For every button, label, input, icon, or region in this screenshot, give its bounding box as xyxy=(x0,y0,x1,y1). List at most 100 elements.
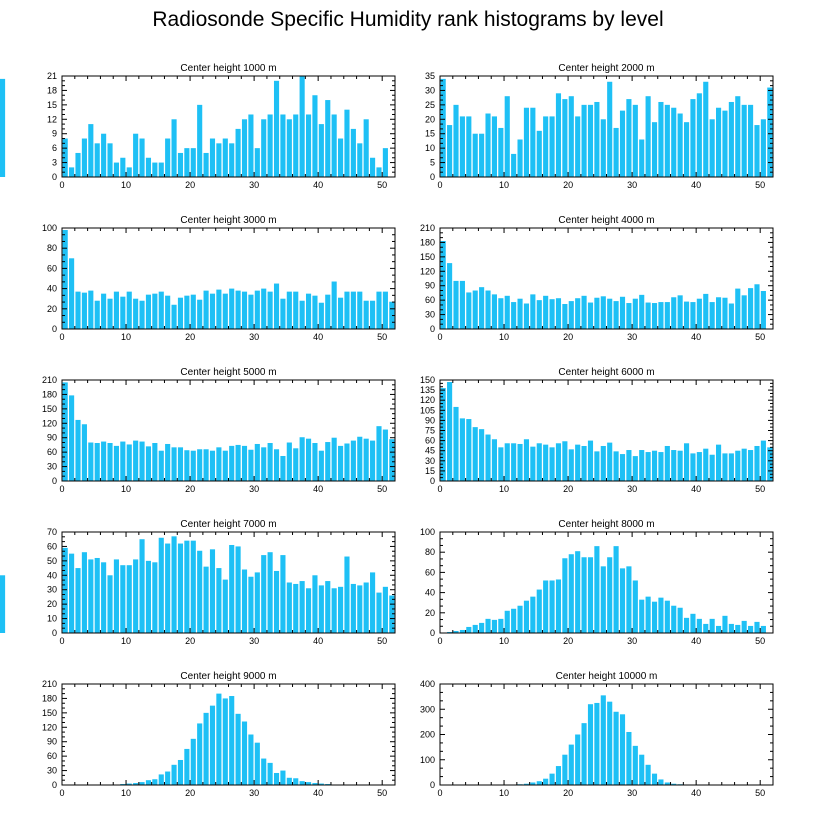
histogram-bar xyxy=(286,442,292,481)
x-tick-label: 20 xyxy=(185,636,195,646)
y-tick-label: 15 xyxy=(425,466,435,476)
histogram-bar xyxy=(229,143,235,177)
histogram-bar xyxy=(177,447,184,481)
y-tick-label: 100 xyxy=(420,755,435,765)
histogram-bar xyxy=(760,440,766,481)
histogram-bar xyxy=(254,443,260,481)
histogram-bar xyxy=(267,443,273,481)
histogram-bar xyxy=(632,104,638,177)
histogram-bar xyxy=(568,301,574,329)
histogram-bar xyxy=(331,114,337,177)
histogram-bar xyxy=(267,762,273,785)
histogram-bar xyxy=(273,449,280,481)
y-tick-label: 135 xyxy=(420,385,435,395)
histogram-bar xyxy=(261,288,267,329)
histogram-bar xyxy=(267,552,273,633)
y-tick-label: 50 xyxy=(47,556,57,566)
histogram-bar xyxy=(94,143,100,177)
histogram-panel-8: Center height 8000 m 0 10 20 30 40 50 0 20 40 60 80… xyxy=(420,519,774,646)
y-tick-label: 3 xyxy=(52,158,57,168)
x-tick-label: 30 xyxy=(249,788,259,798)
histogram-bar xyxy=(600,695,606,785)
x-tick-label: 40 xyxy=(313,180,323,190)
y-tick-label: 300 xyxy=(420,704,435,714)
histogram-bar xyxy=(203,566,209,633)
histogram-bar xyxy=(254,148,260,177)
histogram-bar xyxy=(235,290,241,329)
histogram-bar xyxy=(587,440,594,481)
histogram-bar xyxy=(273,570,280,633)
histogram-bar xyxy=(664,445,670,481)
histogram-bar xyxy=(126,783,132,785)
histogram-bar xyxy=(139,441,145,481)
histogram-bar xyxy=(619,110,626,177)
histogram-bar xyxy=(472,624,478,633)
x-tick-label: 30 xyxy=(627,484,637,494)
histogram-bar xyxy=(107,443,113,481)
histogram-bar xyxy=(235,128,241,177)
y-tick-label: 10 xyxy=(425,143,435,153)
histogram-bar xyxy=(703,81,709,177)
histogram-bar xyxy=(767,87,773,177)
histogram-bar xyxy=(619,714,626,785)
histogram-bar xyxy=(645,764,651,785)
histogram-bar xyxy=(536,589,542,633)
x-tick-label: 30 xyxy=(249,332,259,342)
histogram-panel-6: Center height 6000 m0 10 20 30 40 50015304560… xyxy=(420,367,774,494)
histogram-bar xyxy=(126,291,132,329)
histogram-bar xyxy=(273,772,280,785)
histogram-bar xyxy=(549,773,555,785)
histogram-bar xyxy=(716,444,722,481)
histogram-bar xyxy=(466,419,472,481)
histogram-bar xyxy=(171,304,177,329)
histogram-bar xyxy=(299,581,305,633)
y-tick-label: 80 xyxy=(47,243,57,253)
histogram-bar xyxy=(639,294,645,329)
histogram-bar xyxy=(75,291,81,329)
x-tick-label: 0 xyxy=(59,332,64,342)
histogram-bar xyxy=(735,288,741,329)
histogram-bar xyxy=(0,575,6,633)
histogram-bar xyxy=(709,302,715,329)
main-title: Radiosonde Specific Humidity rank histog… xyxy=(152,8,664,31)
histogram-bar xyxy=(197,550,203,633)
histogram-bar xyxy=(389,439,395,481)
histogram-bar xyxy=(338,445,344,481)
histogram-bar xyxy=(498,127,504,177)
histogram-bar xyxy=(632,580,638,633)
x-tick-label: 50 xyxy=(755,180,765,190)
histogram-bar xyxy=(651,601,658,633)
histogram-bar xyxy=(229,288,235,329)
histogram-bar xyxy=(485,290,491,329)
x-tick-label: 50 xyxy=(377,180,387,190)
histogram-bar xyxy=(555,93,562,177)
histogram-bar xyxy=(690,99,696,177)
histogram-bar xyxy=(203,712,209,785)
histogram-bar xyxy=(145,560,152,633)
histogram-bar xyxy=(216,143,222,177)
histogram-bar xyxy=(184,148,190,177)
histogram-bar xyxy=(305,782,312,785)
histogram-bar xyxy=(344,109,350,177)
x-tick-label: 0 xyxy=(59,636,64,646)
y-tick-label: 0 xyxy=(430,476,435,486)
histogram-bar xyxy=(145,446,152,481)
histogram-bar xyxy=(677,295,683,329)
histogram-bar xyxy=(581,295,587,329)
x-tick-label: 10 xyxy=(499,484,509,494)
histogram-bar xyxy=(152,562,158,633)
histogram-bar xyxy=(382,429,388,481)
histogram-bar xyxy=(248,734,254,785)
histogram-bar xyxy=(171,536,177,633)
y-tick-label: 20 xyxy=(425,114,435,124)
histogram-bar xyxy=(75,568,81,633)
histogram-bar xyxy=(709,454,715,481)
x-tick-label: 30 xyxy=(249,636,259,646)
histogram-bar xyxy=(504,610,510,633)
histogram-bar xyxy=(222,450,228,481)
histogram-panel-7: Center height 7000 m 0 10 20 30 40 50 0 10 20 30 40… xyxy=(0,519,396,646)
x-tick-label: 0 xyxy=(437,180,442,190)
histogram-bar xyxy=(280,770,286,785)
histogram-bar xyxy=(305,588,312,633)
histogram-bar xyxy=(350,291,356,329)
